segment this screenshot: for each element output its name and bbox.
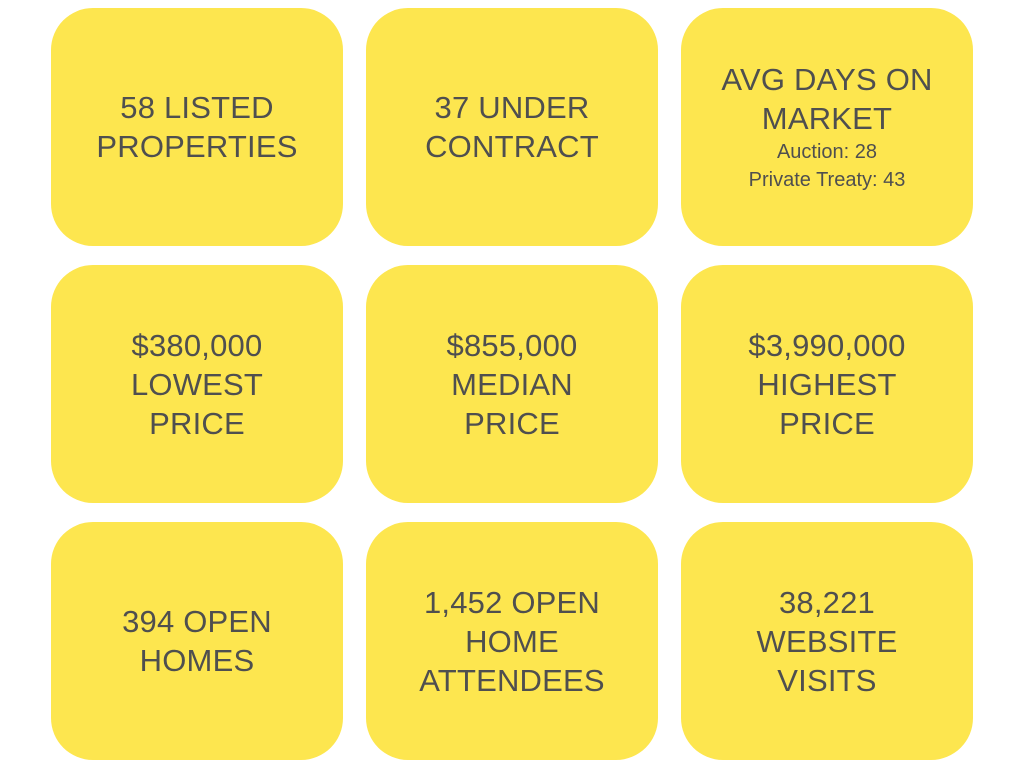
median-price-text: $855,000 MEDIAN PRICE [447,326,578,443]
median-price-line-3: PRICE [464,405,560,441]
avg-days-private-treaty: Private Treaty: 43 [748,169,906,191]
highest-price-text: $3,990,000 HIGHEST PRICE [748,326,905,443]
open-homes-line-2: HOMES [139,643,255,678]
open-homes-line-1: 394 OPEN [122,604,272,639]
highest-price-line-3: PRICE [779,405,875,441]
avg-days-auction: Auction: 28 [776,141,878,163]
open-home-attendees-text: 1,452 OPEN HOME ATTENDEES [419,583,605,700]
highest-price-line-2: HIGHEST [757,366,897,402]
lowest-price-tile: $380,000 LOWEST PRICE [51,265,343,503]
avg-days-breakdown: Auction: 28 Private Treaty: 43 [749,138,906,194]
open-homes-text: 394 OPEN HOMES [122,602,272,680]
avg-days-on-market-tile: AVG DAYS ON MARKET Auction: 28 Private T… [681,8,973,246]
listed-properties-line-1: 58 LISTED [120,90,274,125]
median-price-line-2: MEDIAN [451,366,573,402]
avg-days-line-1: AVG DAYS ON [721,62,933,97]
under-contract-tile: 37 UNDER CONTRACT [366,8,658,246]
website-visits-line-2: WEBSITE [756,623,898,659]
highest-price-tile: $3,990,000 HIGHEST PRICE [681,265,973,503]
open-home-attendees-line-2: HOME [465,623,559,659]
under-contract-text: 37 UNDER CONTRACT [425,88,599,166]
website-visits-text: 38,221 WEBSITE VISITS [757,583,898,700]
median-price-value: $855,000 [446,327,578,363]
avg-days-line-2: MARKET [761,101,893,136]
lowest-price-line-2: LOWEST [130,366,264,402]
lowest-price-value: $380,000 [131,327,263,363]
open-homes-tile: 394 OPEN HOMES [51,522,343,760]
under-contract-line-1: 37 UNDER [434,90,590,125]
lowest-price-line-3: PRICE [149,405,245,441]
median-price-tile: $855,000 MEDIAN PRICE [366,265,658,503]
avg-days-on-market-text: AVG DAYS ON MARKET [721,60,932,138]
open-home-attendees-line-1: 1,452 OPEN [423,584,601,620]
website-visits-value: 38,221 [778,584,875,620]
listed-properties-tile: 58 LISTED PROPERTIES [51,8,343,246]
website-visits-tile: 38,221 WEBSITE VISITS [681,522,973,760]
website-visits-line-3: VISITS [777,662,877,698]
listed-properties-line-2: PROPERTIES [96,129,298,164]
open-home-attendees-tile: 1,452 OPEN HOME ATTENDEES [366,522,658,760]
under-contract-line-2: CONTRACT [425,129,599,164]
highest-price-value: $3,990,000 [748,327,906,363]
open-home-attendees-line-3: ATTENDEES [419,662,605,698]
lowest-price-text: $380,000 LOWEST PRICE [131,326,263,443]
listed-properties-text: 58 LISTED PROPERTIES [96,88,297,166]
